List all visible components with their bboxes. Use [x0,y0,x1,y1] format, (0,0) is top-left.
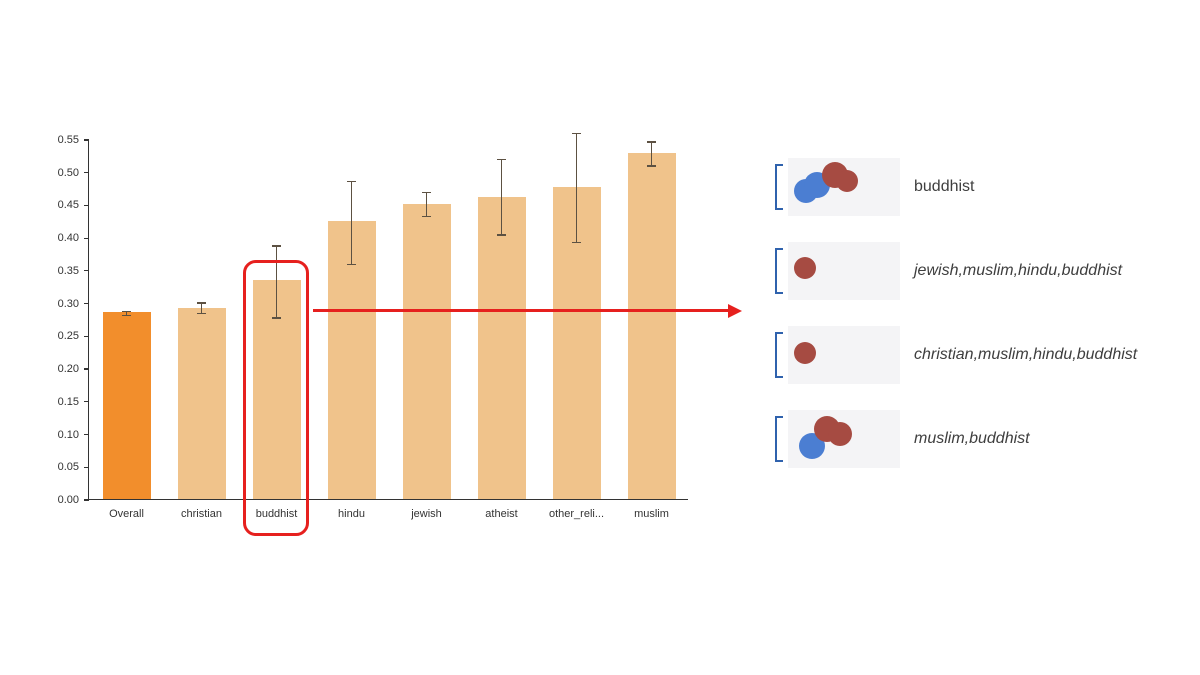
y-axis-tick-label: 0.00 [57,494,79,506]
legend-item: muslim,buddhist [775,410,1137,468]
cluster-thumbnail[interactable] [788,410,900,468]
error-bar-cap [272,317,281,319]
bracket-icon [775,164,783,210]
bar-atheist[interactable] [477,196,526,499]
legend-label: muslim,buddhist [914,430,1030,447]
error-bar-cap [572,242,581,244]
y-axis-tick-label: 0.40 [57,232,79,245]
error-bar-cap [272,245,281,247]
bracket-icon [775,416,783,462]
red-cluster-dot [794,342,816,364]
bar-christian[interactable] [177,307,226,499]
y-axis-tick-mark [84,499,89,501]
x-axis-tick-label: muslim [634,508,669,520]
error-bar [500,159,503,235]
legend-item: jewish,muslim,hindu,buddhist [775,242,1137,300]
bar-jewish[interactable] [402,203,451,499]
error-bar-cap [122,310,131,313]
x-axis-tick-label: Overall [109,508,144,520]
arrow-head-icon [728,303,742,318]
bracket-icon [775,332,783,378]
y-axis-tick-label: 0.45 [57,199,79,212]
error-bar-cap [122,314,131,317]
red-cluster-dot [836,170,858,192]
error-bar-cap [422,191,431,194]
error-bar-cap [647,141,656,143]
y-axis-tick-label: 0.50 [57,166,79,179]
error-bar-cap [347,180,356,182]
error-bar [575,133,578,243]
y-axis-tick-mark [84,172,89,174]
red-cluster-dot [794,257,816,279]
y-axis-tick-label: 0.05 [57,461,79,474]
y-axis-tick-label: 0.10 [57,428,79,441]
legend-item: christian,muslim,hindu,buddhist [775,326,1137,384]
error-bar [350,181,353,265]
bar-muslim[interactable] [627,153,676,499]
y-axis-tick-mark [84,433,89,436]
y-axis-tick-mark [84,466,89,468]
x-axis-tick-label: atheist [485,508,518,520]
y-axis-tick-mark [84,139,89,141]
error-bar [200,302,203,314]
y-axis-tick-mark [84,237,89,239]
cluster-thumbnail[interactable] [788,242,900,300]
x-axis-tick-label: other_reli... [548,508,605,520]
error-bar-cap [572,132,581,135]
error-bar-cap [647,165,656,167]
y-axis-tick-label: 0.15 [57,395,79,408]
cluster-thumbnail[interactable] [788,326,900,384]
plot-area: 0.00 0.05 0.10 0.15 0.20 0.25 0.30 0.35 0.40 0.45… [58,132,688,520]
legend-item: buddhist [775,158,1137,216]
legend-label: buddhist [914,178,975,195]
y-axis-tick-mark [84,303,89,305]
error-bar [125,311,128,316]
error-bar-cap [497,158,506,161]
y-axis-tick-mark [84,401,89,403]
legend-label: christian,muslim,hindu,buddhist [914,346,1138,363]
bracket-icon [775,248,783,294]
error-bar [425,192,428,217]
red-cluster-dot [828,422,852,446]
error-bar-cap [197,312,206,315]
x-axis-tick-label: jewish [411,508,442,520]
error-bar-cap [197,302,206,304]
y-axis-tick-label: 0.35 [57,264,79,277]
y-axis-tick-label: 0.30 [57,297,79,310]
bar-hindu[interactable] [327,220,376,499]
x-axis-tick-label: hindu [338,508,365,520]
bar-overall[interactable] [102,312,151,499]
error-bar-cap [497,234,506,236]
y-axis-tick-mark [84,204,89,207]
y-axis-tick-label: 0.55 [57,134,79,146]
error-bar-cap [347,263,356,266]
legend-label: jewish,muslim,hindu,buddhist [914,262,1123,279]
cluster-thumbnail[interactable] [788,158,900,216]
error-bar-cap [422,215,431,218]
error-bar [650,141,653,167]
error-bar [275,246,278,319]
legend-panel: buddhist jewish,muslim,hindu,buddhist ch… [775,158,1137,494]
x-axis-tick-label: christian [181,508,222,520]
y-axis-tick-mark [84,335,89,337]
y-axis-tick-label: 0.25 [57,330,79,343]
y-axis-tick-mark [84,368,89,370]
y-axis-tick-mark [84,270,89,272]
y-axis-tick-label: 0.20 [57,363,79,376]
x-axis-tick-label: buddhist [255,508,298,520]
